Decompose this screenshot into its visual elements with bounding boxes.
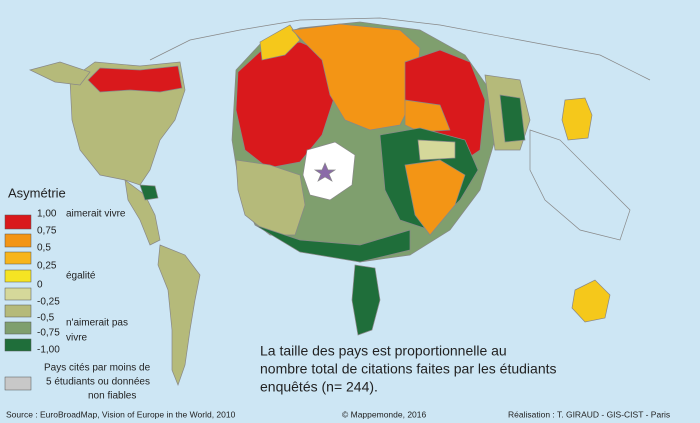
source: Source : EuroBroadMap, Vision of Europe … bbox=[6, 409, 236, 419]
star bbox=[313, 162, 337, 182]
iceland bbox=[259, 24, 301, 61]
cuba bbox=[139, 184, 159, 201]
legend-note: égalité bbox=[66, 271, 96, 282]
swatch bbox=[4, 321, 32, 335]
copyright: © Mappemonde, 2016 bbox=[342, 409, 427, 419]
legend-scale-label: 1,00 bbox=[37, 209, 57, 220]
legend-scale-label: 0,5 bbox=[37, 243, 51, 254]
legend-scale-label: -1,00 bbox=[37, 345, 60, 356]
japan bbox=[561, 97, 593, 141]
legend-note: aimerait vivre bbox=[66, 209, 126, 220]
canada-east bbox=[87, 65, 183, 93]
south-america bbox=[157, 244, 201, 386]
legend-note: vivre bbox=[66, 333, 88, 344]
swatch bbox=[4, 338, 32, 352]
caption: nombre total de citations faites par les… bbox=[260, 361, 557, 377]
swatch bbox=[4, 304, 32, 318]
asia-coast bbox=[529, 129, 631, 241]
south-orange bbox=[404, 159, 466, 236]
legend-scale-label: 0,75 bbox=[37, 226, 57, 237]
legend-scale: 1,00 0,75 0,5 0,25 0 -0,25 -0,5 -0,75 -1,00 bbox=[37, 209, 60, 356]
legend-scale-label: -0,5 bbox=[37, 313, 55, 324]
swatch bbox=[4, 233, 32, 248]
south-africa bbox=[351, 264, 381, 336]
legend-scale-label: 0 bbox=[37, 280, 43, 291]
swatch bbox=[4, 269, 32, 283]
south-band bbox=[254, 224, 411, 263]
pale-patch bbox=[417, 139, 456, 161]
caption: enquêtés (n= 244). bbox=[260, 379, 378, 395]
central-orange bbox=[291, 23, 421, 131]
legend-scale-label: 0,25 bbox=[37, 261, 57, 272]
legend-note: n'aimerait pas bbox=[66, 318, 128, 329]
legend-title: Asymétrie bbox=[8, 185, 66, 200]
caption: La taille des pays est proportionnelle a… bbox=[260, 343, 507, 359]
australia bbox=[571, 279, 611, 323]
grey-note: non fiables bbox=[88, 391, 136, 402]
legend-scale-label: -0,75 bbox=[37, 328, 60, 339]
swatch bbox=[4, 251, 32, 265]
west-olive bbox=[235, 159, 306, 236]
east-orange bbox=[404, 99, 451, 133]
cartogram bbox=[28, 17, 651, 386]
legend-scale-label: -0,25 bbox=[37, 297, 60, 308]
grey-note: 5 étudiants ou données bbox=[46, 377, 150, 388]
arctic-coast bbox=[149, 17, 651, 81]
swatch bbox=[4, 214, 32, 230]
swatch bbox=[4, 376, 32, 391]
credit: Réalisation : T. GIRAUD - GIS-CIST - Par… bbox=[508, 409, 670, 419]
asia-green bbox=[499, 94, 526, 143]
alaska bbox=[28, 61, 91, 86]
legend-swatches bbox=[4, 214, 32, 391]
north-america bbox=[69, 61, 186, 186]
swatch bbox=[4, 287, 32, 301]
grey-note: Pays cités par moins de bbox=[44, 363, 151, 374]
